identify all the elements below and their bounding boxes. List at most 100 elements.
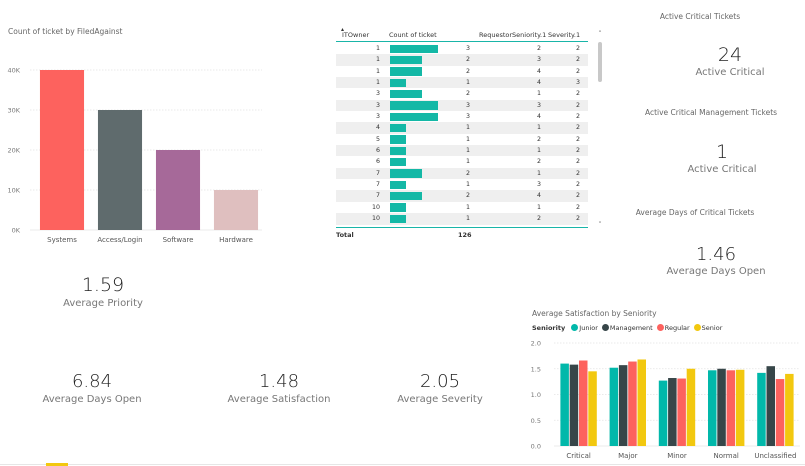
legend-item-senior[interactable]: Senior (693, 324, 723, 332)
cell-count: 1 (465, 158, 470, 166)
bar-minor-regular[interactable] (677, 378, 686, 446)
legend-item-management[interactable]: Management (601, 324, 653, 332)
sort-caret-icon[interactable]: ▴ (341, 28, 345, 33)
table-row[interactable]: 7 1 3 2 (336, 179, 588, 190)
scroll-up-icon[interactable]: ˄ (598, 30, 602, 38)
table-row[interactable]: 7 2 4 2 (336, 190, 588, 202)
bar-hardware[interactable] (213, 190, 259, 230)
table-row[interactable]: 6 1 1 2 (336, 145, 588, 157)
y-tick-label: 0K (12, 227, 21, 235)
cell-severity: 2 (575, 181, 580, 189)
bar-normal-regular[interactable] (726, 370, 736, 446)
bar-critical-junior[interactable] (560, 363, 569, 446)
scroll-down-icon[interactable]: ˅ (598, 221, 602, 229)
table-row[interactable]: 10 1 1 2 (336, 202, 588, 213)
bar-systems[interactable] (39, 70, 85, 230)
bar-unclassified-regular[interactable] (775, 379, 785, 446)
cell-count: 1 (465, 181, 470, 189)
cell-severity: 2 (575, 101, 580, 109)
table-row[interactable]: 3 2 1 2 (336, 88, 588, 99)
table-header: ▴ ITOwner Count of ticket RequestorSenio… (336, 28, 588, 42)
total-label: Total (336, 231, 354, 239)
table-row[interactable]: 1 1 4 3 (336, 77, 588, 89)
bar-unclassified-management[interactable] (766, 366, 776, 446)
bar-major-management[interactable] (618, 365, 628, 446)
y-tick-label: 1.0 (531, 391, 541, 399)
cell-count: 2 (465, 192, 470, 200)
cell-seniority: 1 (536, 203, 541, 211)
bar-unclassified-senior[interactable] (785, 373, 794, 446)
bar-major-junior[interactable] (609, 367, 619, 446)
avg-priority-label: Average Priority (63, 298, 143, 309)
avg-days-open-value: 6.84 (71, 371, 113, 392)
bottom-divider (0, 464, 805, 465)
table-row[interactable]: 1 2 4 2 (336, 66, 588, 77)
table-row[interactable]: 7 2 1 2 (336, 167, 588, 180)
table-row[interactable]: 3 3 4 2 (336, 111, 588, 122)
y-tick-label: 40K (7, 67, 20, 75)
cell-seniority: 4 (536, 67, 541, 75)
table-row[interactable]: 3 3 3 2 (336, 99, 588, 112)
count-databar (390, 146, 406, 156)
count-databar (390, 67, 422, 76)
bar-critical-management[interactable] (569, 364, 579, 446)
count-databar (390, 180, 406, 190)
table-row[interactable]: 1 2 3 2 (336, 54, 588, 66)
bar-normal-management[interactable] (717, 368, 726, 446)
bar-critical-senior[interactable] (588, 371, 597, 446)
table-row[interactable]: 10 1 2 2 (336, 213, 588, 225)
bar-normal-junior[interactable] (708, 370, 717, 446)
chart2-title: Average Satisfaction by Seniority (532, 309, 657, 318)
cell-count: 2 (465, 67, 470, 75)
bar-minor-senior[interactable] (686, 368, 696, 446)
x-tick-label: Normal (714, 452, 739, 460)
avg-satisfaction-label: Average Satisfaction (227, 394, 331, 405)
table-body: 1 3 2 2 1 2 3 2 1 2 4 2 1 1 4 3 3 2 1 2 3 3 3 2 3 3 4 2 4 1 1 2 5 1 2 2 6 1 1 2… (336, 43, 588, 225)
legend-item-junior[interactable]: Junior (571, 324, 598, 332)
cell-severity: 2 (575, 158, 580, 166)
cell-itowner: 1 (375, 45, 380, 52)
count-databar (390, 123, 406, 133)
bar-unclassified-junior[interactable] (757, 372, 766, 446)
bar-major-regular[interactable] (628, 361, 637, 446)
legend-label: Senior (701, 324, 723, 332)
col-header-itowner[interactable]: ITOwner (342, 31, 370, 39)
x-tick-label: Minor (667, 452, 687, 460)
bar-minor-management[interactable] (668, 378, 677, 446)
cell-seniority: 1 (536, 169, 541, 177)
satisfaction-by-seniority-chart: 0.0 0.5 1.0 1.5 2.0 Critical Major Minor Normal U… (531, 340, 800, 460)
cell-seniority: 3 (536, 56, 541, 64)
table-row[interactable]: 1 3 2 2 (336, 43, 588, 54)
cell-severity: 2 (575, 90, 580, 98)
cell-count: 2 (465, 90, 470, 98)
col-header-seniority[interactable]: RequestorSeniority.1 (479, 31, 547, 39)
legend-dot-icon (693, 324, 701, 331)
legend-item-regular[interactable]: Regular (656, 324, 690, 332)
y-tick-label: 0.5 (531, 417, 541, 425)
bar-software[interactable] (155, 150, 201, 230)
table-row[interactable]: 6 1 2 2 (336, 156, 588, 167)
active-critical-label: Active Critical (695, 67, 765, 78)
table-row[interactable]: 4 1 1 2 (336, 122, 588, 134)
cell-itowner: 3 (375, 90, 380, 98)
cell-seniority: 1 (536, 90, 541, 98)
cell-count: 3 (465, 101, 470, 109)
count-databar (390, 112, 438, 122)
col-header-severity[interactable]: Severity.1 (548, 31, 581, 39)
scroll-thumb[interactable] (598, 42, 602, 82)
bar-accesslogin[interactable] (97, 110, 143, 230)
count-databar (390, 191, 422, 201)
table-scrollbar[interactable]: ˄ ˅ (596, 28, 604, 233)
cell-seniority: 3 (536, 101, 541, 109)
cell-severity: 2 (575, 67, 580, 75)
avg-days-open-card: 6.84 Average Days Open (22, 371, 162, 405)
bar-normal-senior[interactable] (735, 369, 745, 446)
bar-critical-regular[interactable] (579, 360, 588, 446)
col-header-count[interactable]: Count of ticket (389, 31, 437, 39)
cell-itowner: 7 (375, 181, 380, 189)
bar-major-senior[interactable] (637, 359, 647, 446)
table-row[interactable]: 5 1 2 2 (336, 134, 588, 145)
cell-severity: 2 (575, 169, 580, 177)
cell-itowner: 7 (375, 169, 380, 177)
bar-minor-junior[interactable] (658, 380, 668, 446)
